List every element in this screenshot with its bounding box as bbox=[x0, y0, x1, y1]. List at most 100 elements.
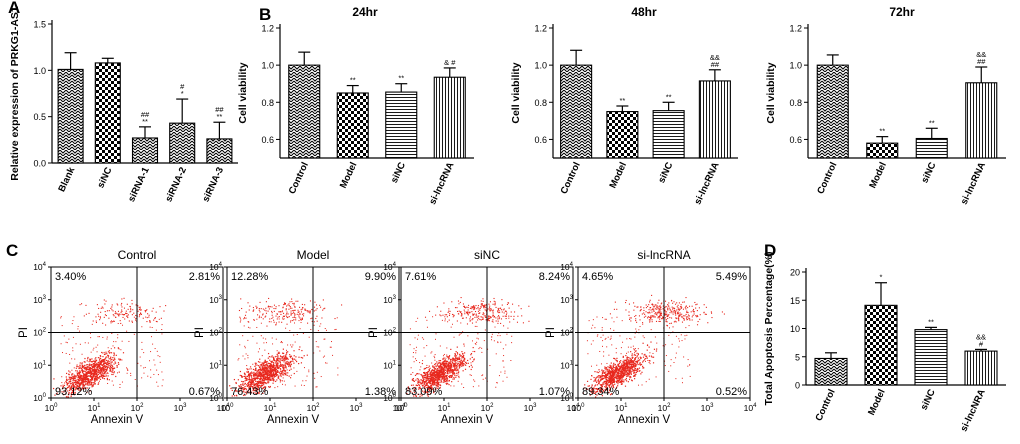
dot bbox=[84, 378, 86, 381]
dot bbox=[255, 374, 257, 376]
dot bbox=[93, 347, 95, 349]
dot bbox=[493, 340, 495, 342]
dot bbox=[146, 309, 148, 311]
dot bbox=[434, 363, 436, 365]
dot bbox=[121, 306, 123, 308]
dot bbox=[412, 387, 414, 389]
dot bbox=[300, 309, 302, 311]
dot bbox=[618, 381, 621, 383]
dot bbox=[268, 308, 270, 310]
dot bbox=[426, 379, 428, 381]
dot bbox=[91, 323, 93, 325]
dot bbox=[631, 370, 633, 372]
dot bbox=[652, 356, 655, 358]
dot bbox=[598, 369, 600, 371]
dot bbox=[100, 360, 102, 363]
dot bbox=[468, 311, 470, 313]
dot bbox=[79, 362, 81, 364]
dot bbox=[478, 348, 480, 350]
dot bbox=[646, 349, 648, 351]
dot bbox=[258, 392, 260, 394]
dot bbox=[301, 357, 304, 359]
dot bbox=[272, 361, 274, 364]
dot bbox=[594, 379, 596, 382]
dot bbox=[252, 388, 255, 391]
dot bbox=[249, 327, 251, 329]
dot bbox=[619, 372, 621, 374]
dot bbox=[435, 338, 437, 340]
x-tick-label: siRNA-2 bbox=[163, 166, 189, 204]
dot bbox=[435, 368, 437, 370]
dot bbox=[72, 336, 74, 338]
dot bbox=[423, 374, 426, 377]
dot bbox=[110, 368, 112, 370]
dot bbox=[262, 318, 264, 320]
dot bbox=[597, 371, 599, 374]
dot bbox=[616, 373, 618, 375]
dot bbox=[454, 353, 456, 355]
dot bbox=[292, 344, 294, 346]
dot bbox=[474, 343, 476, 345]
dot bbox=[256, 385, 258, 387]
dot bbox=[424, 375, 427, 377]
dot bbox=[625, 362, 627, 365]
dot bbox=[150, 376, 152, 378]
dot bbox=[592, 388, 594, 390]
dot bbox=[426, 375, 428, 377]
dot bbox=[121, 310, 123, 312]
dot bbox=[284, 384, 286, 386]
dot bbox=[68, 386, 70, 388]
dot bbox=[117, 314, 119, 316]
dot bbox=[280, 356, 282, 358]
dot bbox=[482, 300, 484, 302]
dot bbox=[446, 360, 449, 362]
dot bbox=[428, 377, 430, 380]
dot bbox=[281, 372, 283, 375]
dot bbox=[73, 394, 76, 396]
dot bbox=[426, 367, 428, 369]
dot bbox=[461, 355, 463, 358]
dot bbox=[272, 365, 274, 367]
dot bbox=[274, 362, 276, 364]
dot bbox=[426, 345, 428, 347]
dot bbox=[416, 372, 418, 375]
dot bbox=[467, 335, 469, 337]
dot bbox=[239, 388, 242, 390]
dot bbox=[96, 372, 98, 374]
dot bbox=[441, 377, 443, 379]
dot bbox=[454, 353, 456, 355]
dot bbox=[322, 309, 324, 311]
dot bbox=[598, 390, 601, 392]
dot bbox=[260, 374, 263, 377]
dot bbox=[265, 382, 267, 385]
dot bbox=[69, 388, 71, 390]
dot bbox=[90, 337, 92, 339]
dot bbox=[242, 355, 244, 357]
dot bbox=[462, 370, 464, 372]
dot bbox=[89, 366, 91, 369]
significance-mark: * bbox=[880, 273, 883, 282]
dot bbox=[243, 318, 245, 320]
dot bbox=[473, 306, 475, 308]
dot bbox=[433, 372, 435, 374]
dot bbox=[608, 369, 610, 371]
dot bbox=[492, 319, 494, 321]
dot bbox=[508, 315, 510, 317]
dot bbox=[444, 379, 446, 381]
dot bbox=[466, 312, 468, 314]
y-tick-label: 0 bbox=[795, 381, 800, 391]
dot bbox=[597, 375, 600, 377]
dot bbox=[489, 365, 491, 367]
dot bbox=[254, 365, 256, 368]
dot bbox=[616, 357, 618, 359]
dot bbox=[107, 364, 109, 366]
dot bbox=[635, 371, 638, 374]
y-tick-exponent: 1 bbox=[43, 360, 47, 366]
dot bbox=[82, 375, 85, 377]
dot bbox=[627, 374, 629, 376]
dot bbox=[262, 375, 265, 377]
dot bbox=[110, 359, 112, 361]
dot bbox=[285, 365, 287, 368]
dot bbox=[483, 305, 485, 307]
dot bbox=[449, 372, 451, 374]
